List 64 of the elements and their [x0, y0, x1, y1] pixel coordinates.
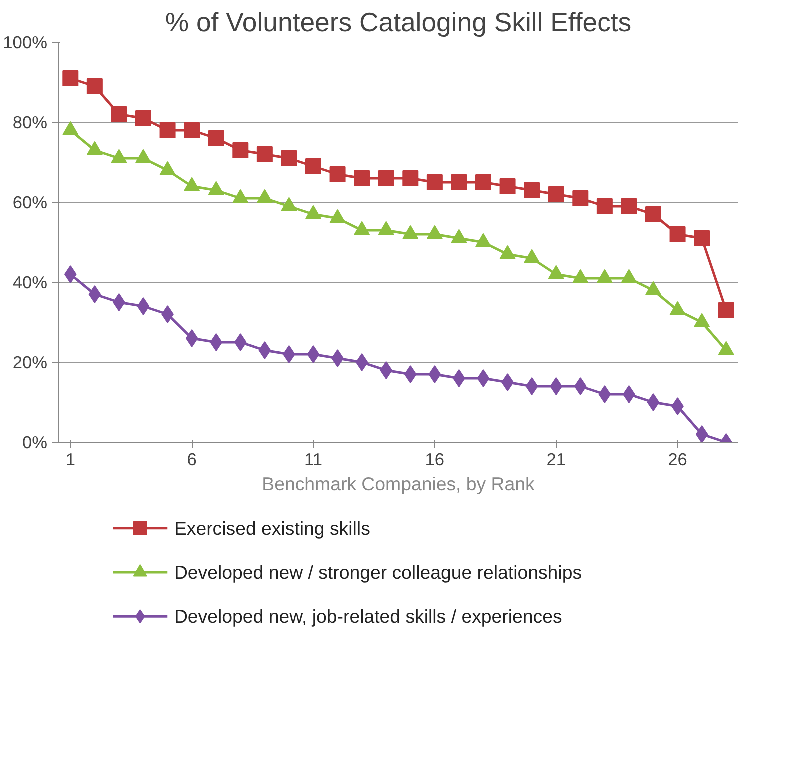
point: [476, 174, 492, 190]
point: [646, 206, 662, 222]
point: [234, 334, 247, 352]
legend-label: Developed new / stronger colleague relationships: [174, 562, 582, 583]
point: [136, 110, 152, 126]
x-axis-title: Benchmark Companies, by Rank: [262, 474, 536, 494]
point: [694, 230, 710, 246]
point: [451, 174, 468, 190]
point: [86, 78, 103, 94]
point: [574, 378, 587, 396]
point: [670, 226, 686, 242]
chart-title: % of Volunteers Cataloging Skill Effects: [165, 8, 632, 38]
point: [696, 426, 708, 442]
point: [548, 186, 564, 202]
y-tick-label: 60%: [12, 192, 48, 212]
point: [647, 394, 660, 412]
point: [64, 266, 77, 284]
point: [356, 354, 368, 372]
y-tick-label: 0%: [22, 432, 48, 452]
y-tick-label: 20%: [12, 352, 48, 372]
point: [572, 190, 589, 206]
point: [306, 158, 322, 174]
point: [111, 106, 128, 122]
x-tick-label: 21: [546, 450, 566, 470]
legend-label: Exercised existing skills: [174, 518, 370, 539]
point: [477, 370, 490, 388]
point: [500, 178, 516, 194]
point: [404, 366, 417, 384]
point: [380, 362, 393, 380]
y-tick-label: 80%: [12, 112, 48, 132]
point: [307, 346, 320, 364]
y-tick-label: 40%: [12, 272, 48, 292]
point: [256, 146, 273, 162]
point: [378, 170, 394, 186]
point: [524, 182, 540, 198]
point: [62, 70, 79, 86]
x-tick-label: 26: [668, 450, 688, 470]
point: [210, 334, 223, 352]
x-tick-label: 1: [66, 450, 76, 470]
point: [428, 366, 442, 384]
x-tick-label: 16: [425, 450, 445, 470]
point: [184, 122, 200, 138]
point: [718, 302, 734, 318]
point: [160, 122, 176, 138]
point: [330, 166, 346, 182]
point: [596, 198, 613, 214]
point: [621, 198, 638, 214]
x-tick-label: 11: [304, 450, 323, 470]
point: [232, 142, 249, 158]
point: [258, 342, 272, 360]
y-tick-label: 100%: [3, 32, 48, 52]
legend-label: Developed new, job-related skills / experiences: [174, 606, 562, 628]
point: [88, 286, 102, 304]
point: [208, 130, 224, 146]
point: [402, 170, 419, 186]
point: [137, 298, 150, 316]
point: [281, 150, 298, 166]
point: [426, 174, 443, 190]
point: [354, 170, 370, 186]
point: [526, 378, 538, 396]
point: [550, 378, 563, 396]
point: [186, 330, 198, 348]
x-tick-label: 6: [187, 450, 197, 470]
point: [598, 386, 612, 404]
